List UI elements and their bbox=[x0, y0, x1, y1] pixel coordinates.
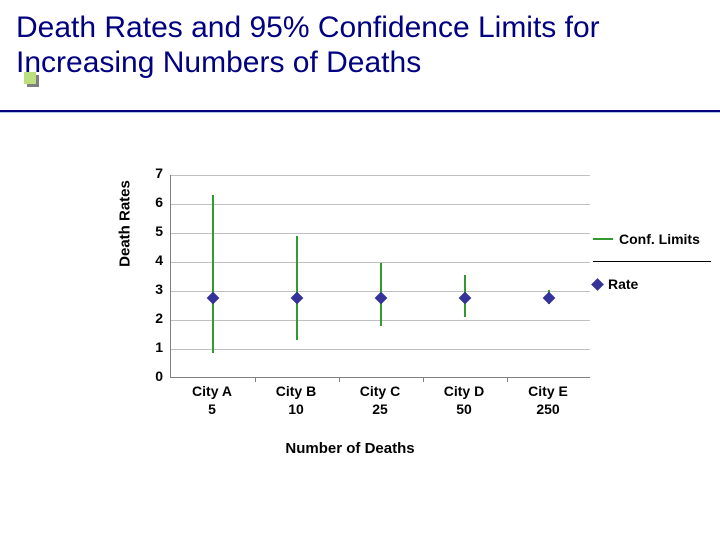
legend-label-conf: Conf. Limits bbox=[619, 231, 700, 247]
chart: Death Rates Number of Deaths 01234567 Ci… bbox=[95, 170, 695, 470]
y-tick: 1 bbox=[143, 339, 163, 355]
gridline bbox=[171, 175, 590, 176]
x-axis-categories: City A5City B10City C25City D50City E250 bbox=[170, 383, 590, 427]
legend: Conf. Limits Rate bbox=[593, 217, 713, 306]
y-tick: 5 bbox=[143, 223, 163, 239]
y-tick: 0 bbox=[143, 368, 163, 384]
y-axis-label: Death Rates bbox=[117, 154, 134, 294]
x-category-label: City E250 bbox=[506, 383, 590, 418]
x-tick bbox=[339, 377, 340, 382]
x-tick bbox=[423, 377, 424, 382]
y-tick: 3 bbox=[143, 281, 163, 297]
gridline bbox=[171, 233, 590, 234]
rate-swatch bbox=[591, 278, 604, 291]
slide: { "title": "Death Rates and 95% Confiden… bbox=[0, 0, 720, 540]
rate-point bbox=[459, 292, 472, 305]
rate-point bbox=[375, 292, 388, 305]
slide-title: Death Rates and 95% Confidence Limits fo… bbox=[16, 10, 716, 81]
x-category-label: City D50 bbox=[422, 383, 506, 418]
x-tick bbox=[255, 377, 256, 382]
y-tick: 7 bbox=[143, 165, 163, 181]
x-category-label: City C25 bbox=[338, 383, 422, 418]
x-tick bbox=[507, 377, 508, 382]
y-tick: 2 bbox=[143, 310, 163, 326]
x-category-label: City B10 bbox=[254, 383, 338, 418]
conf-limit-bar bbox=[212, 195, 214, 353]
y-tick: 6 bbox=[143, 194, 163, 210]
gridline bbox=[171, 204, 590, 205]
legend-item-rate: Rate bbox=[593, 274, 713, 294]
legend-separator bbox=[593, 261, 711, 262]
rate-point bbox=[543, 292, 556, 305]
y-tick: 4 bbox=[143, 252, 163, 268]
gridline bbox=[171, 349, 590, 350]
conf-limit-bar bbox=[296, 236, 298, 340]
legend-label-rate: Rate bbox=[608, 276, 638, 292]
title-underline-light bbox=[0, 112, 720, 113]
rate-point bbox=[207, 292, 220, 305]
x-axis-label: Number of Deaths bbox=[140, 440, 560, 457]
x-category-label: City A5 bbox=[170, 383, 254, 418]
rate-point bbox=[291, 292, 304, 305]
conf-limits-swatch bbox=[593, 238, 613, 240]
title-bullet bbox=[24, 72, 36, 84]
legend-item-conf-limits: Conf. Limits bbox=[593, 229, 713, 249]
plot-area bbox=[170, 175, 590, 378]
